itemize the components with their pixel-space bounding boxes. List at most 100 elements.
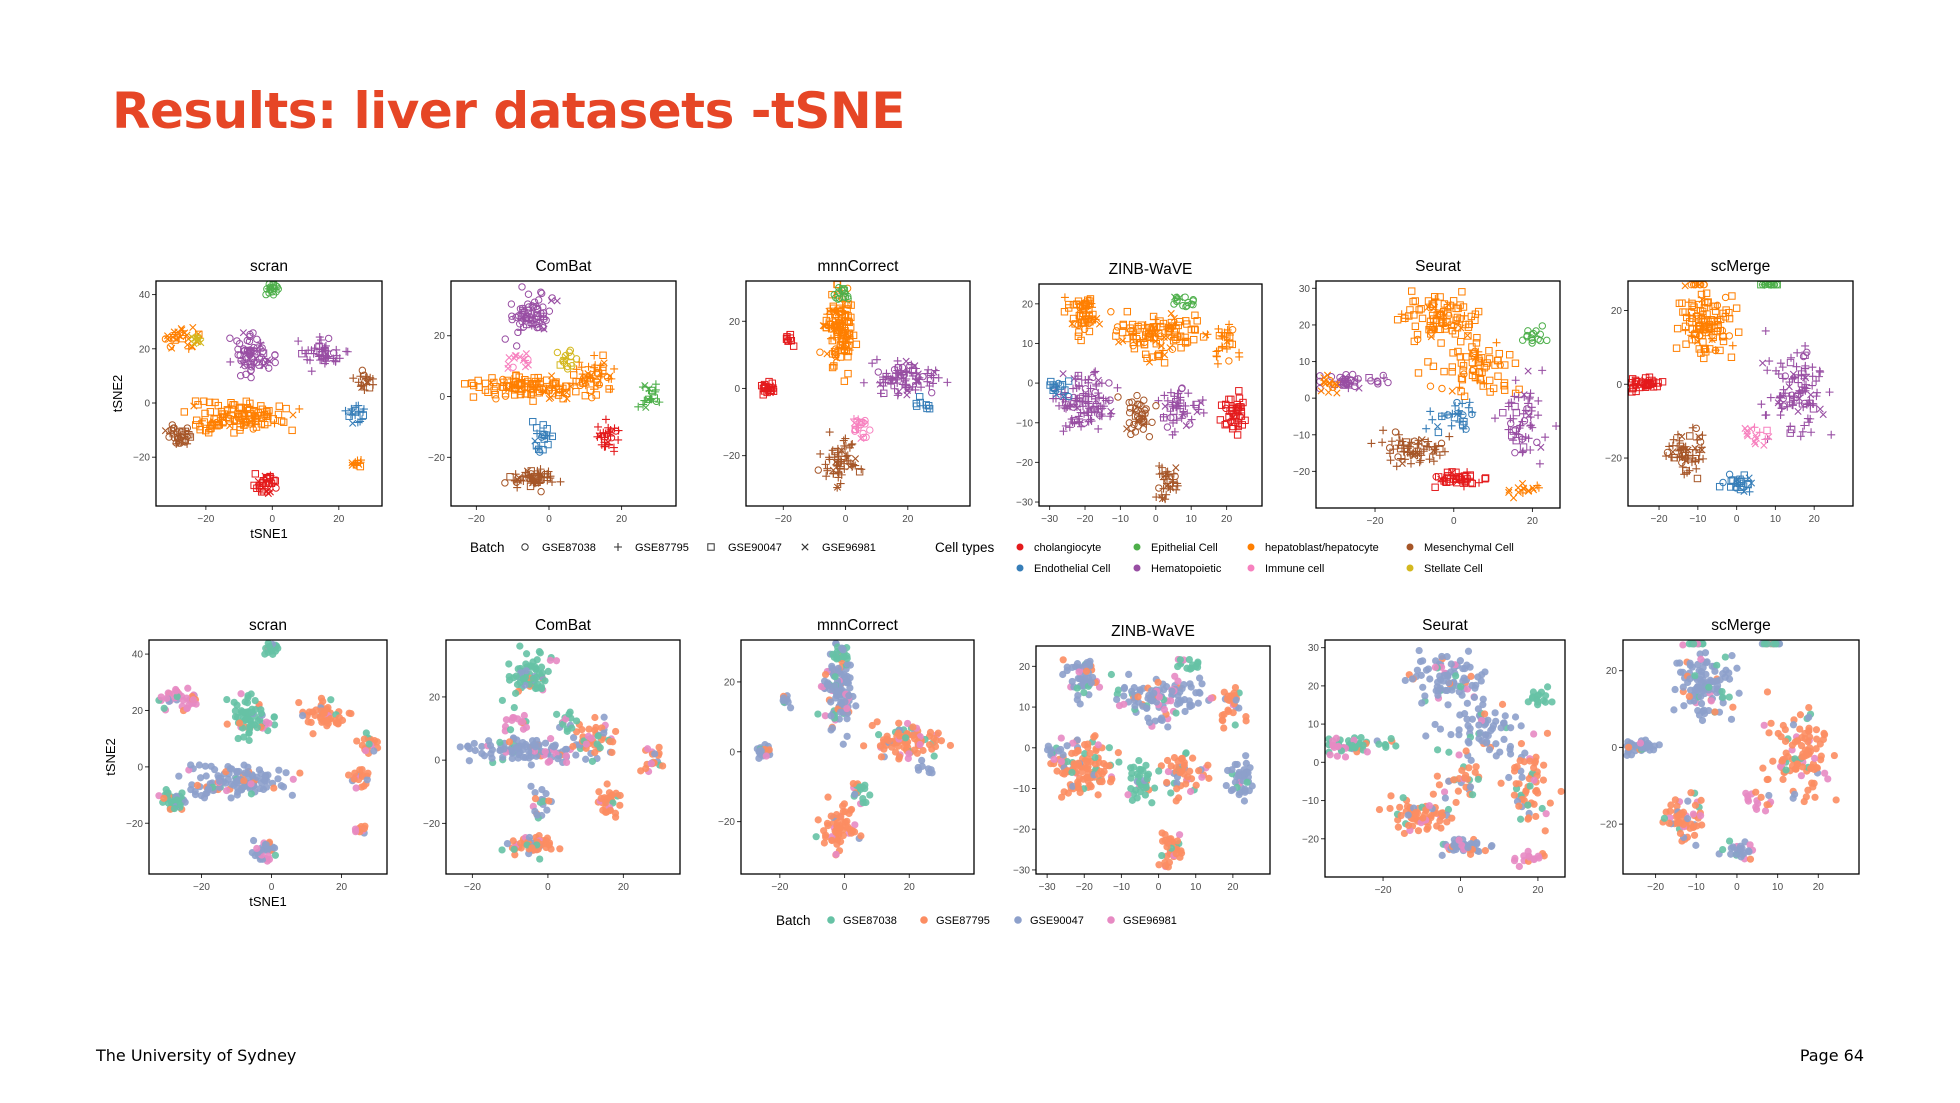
data-point <box>1224 766 1232 775</box>
data-point <box>616 801 624 809</box>
data-point <box>242 715 250 724</box>
data-point <box>1172 335 1180 344</box>
x-tick-label: 0 <box>1451 516 1457 527</box>
data-point <box>1061 386 1069 394</box>
data-point <box>1481 847 1489 855</box>
data-point <box>481 379 490 388</box>
data-point <box>352 828 360 836</box>
y-tick-label: 0 <box>137 762 143 773</box>
data-point <box>845 333 854 341</box>
data-point <box>612 727 620 736</box>
data-point <box>1452 798 1460 807</box>
data-point <box>923 377 932 386</box>
data-point <box>1505 773 1513 782</box>
data-point <box>1413 666 1421 674</box>
data-point <box>1474 775 1482 783</box>
data-point <box>1552 422 1561 431</box>
data-point <box>1228 340 1237 349</box>
data-point <box>531 437 539 445</box>
data-point <box>828 836 836 845</box>
data-point <box>877 753 886 761</box>
data-point <box>1168 482 1177 491</box>
data-point <box>1542 810 1550 818</box>
data-point <box>843 678 852 686</box>
data-point <box>269 291 278 299</box>
data-point <box>192 416 201 424</box>
data-point <box>1479 695 1487 703</box>
data-point <box>638 400 647 409</box>
data-point <box>1112 327 1121 335</box>
data-point <box>530 740 538 749</box>
data-point <box>849 779 857 788</box>
data-point <box>590 351 599 360</box>
x-tick-label: 0 <box>269 882 275 893</box>
data-point <box>208 420 217 428</box>
data-point <box>510 703 518 712</box>
data-point <box>370 747 378 755</box>
data-point <box>1526 757 1534 765</box>
data-point <box>347 709 355 718</box>
data-point <box>1092 381 1101 390</box>
data-point <box>1143 775 1151 783</box>
data-point <box>488 374 496 382</box>
data-point <box>514 312 523 320</box>
data-point <box>1190 325 1199 333</box>
data-point <box>1424 297 1433 305</box>
data-point <box>1075 414 1084 423</box>
data-point <box>295 698 303 707</box>
data-point <box>317 694 326 702</box>
data-point <box>1427 330 1435 338</box>
data-point <box>1516 421 1525 430</box>
data-point <box>1068 418 1077 427</box>
data-point <box>512 371 520 379</box>
data-point <box>513 745 521 753</box>
data-point <box>1145 358 1154 366</box>
panel-frame <box>745 280 971 507</box>
data-point <box>1492 338 1501 347</box>
data-point <box>1058 793 1066 801</box>
data-point <box>604 427 613 436</box>
data-point <box>1091 732 1099 740</box>
data-point <box>1160 359 1169 367</box>
data-point <box>193 781 202 790</box>
data-point <box>872 355 881 364</box>
data-point <box>1670 706 1678 714</box>
data-point <box>1524 367 1532 375</box>
data-point <box>866 791 874 799</box>
data-point <box>837 699 846 708</box>
data-point <box>1516 756 1524 765</box>
data-point <box>845 346 854 355</box>
data-point <box>524 306 532 315</box>
data-points <box>155 639 382 865</box>
data-point <box>1095 393 1104 402</box>
data-point <box>1528 694 1537 702</box>
data-point <box>1170 314 1178 322</box>
data-point <box>579 374 588 382</box>
data-point <box>247 360 256 368</box>
data-point <box>1068 768 1076 777</box>
data-point <box>1676 659 1684 667</box>
data-point <box>556 845 564 853</box>
data-point <box>562 745 571 753</box>
data-point <box>522 723 531 731</box>
data-point <box>1541 433 1550 442</box>
data-point <box>894 372 902 380</box>
data-point <box>548 478 557 487</box>
data-point <box>1107 308 1115 316</box>
data-point <box>356 372 365 381</box>
data-point <box>266 357 274 365</box>
data-point <box>1386 804 1394 813</box>
data-point <box>1457 337 1465 346</box>
data-point <box>1681 282 1689 290</box>
data-point <box>1059 392 1067 401</box>
x-tick-label: −20 <box>197 514 214 525</box>
data-point <box>842 452 851 461</box>
data-point <box>1135 756 1143 765</box>
data-point <box>1462 747 1470 755</box>
data-point <box>1158 469 1167 478</box>
data-point <box>589 385 598 394</box>
data-point <box>840 671 848 679</box>
data-point <box>1131 702 1139 710</box>
data-point <box>835 304 844 313</box>
